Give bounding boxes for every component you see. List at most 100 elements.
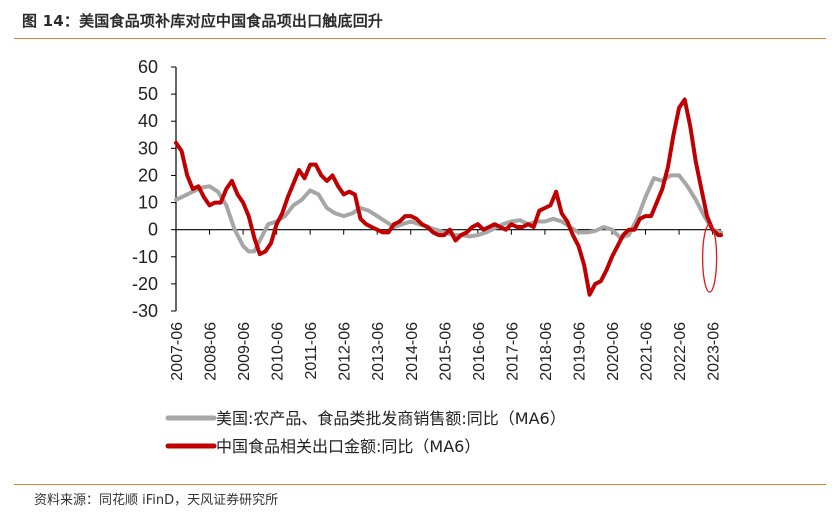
data-point-us [217, 190, 219, 193]
data-point-china [186, 174, 188, 177]
data-point-china [628, 228, 630, 231]
data-point-china [667, 166, 669, 169]
data-point-us [376, 215, 379, 217]
data-point-china [605, 269, 608, 272]
data-point-us [477, 234, 479, 236]
data-point-china [600, 280, 602, 283]
data-point-china [270, 242, 272, 244]
data-point-china [393, 223, 395, 225]
y-tick-label: 40 [138, 111, 158, 131]
data-point-us [368, 209, 370, 212]
data-point-us [326, 207, 328, 209]
data-point-us [653, 177, 655, 179]
data-point-china [342, 193, 345, 196]
data-point-us [401, 223, 404, 225]
data-point-china [208, 204, 211, 207]
data-point-us [334, 212, 337, 215]
data-point-china [426, 226, 429, 228]
data-point-china [460, 234, 462, 236]
data-point-us [292, 204, 295, 207]
data-point-china [287, 196, 289, 198]
data-point-china [298, 169, 300, 171]
data-point-us [183, 195, 186, 197]
data-point-china [348, 190, 351, 193]
data-point-us [301, 199, 303, 201]
data-point-china [370, 226, 373, 228]
data-point-china [259, 253, 261, 255]
title-divider [14, 38, 826, 39]
data-point-us [577, 231, 580, 234]
x-tick-label: 2022-06 [672, 322, 689, 381]
data-point-china [577, 245, 580, 247]
data-point-china [644, 215, 647, 217]
data-point-china [465, 231, 468, 234]
data-point-us [284, 215, 286, 217]
data-point-china [454, 239, 457, 242]
data-point-china [488, 226, 490, 228]
data-point-china [192, 188, 194, 190]
data-point-us [611, 228, 613, 231]
data-point-china [404, 215, 407, 217]
data-point-china [482, 228, 485, 231]
data-point-us [519, 219, 521, 221]
data-point-china [616, 245, 619, 247]
data-point-china [253, 237, 256, 239]
data-point-china [622, 234, 624, 236]
data-point-china [320, 174, 323, 177]
data-point-china [303, 177, 306, 179]
data-point-us [259, 239, 261, 242]
data-point-us [351, 212, 353, 215]
y-tick-label: 60 [138, 57, 158, 77]
legend-label-china: 中国食品相关出口金额:同比（MA6） [216, 437, 480, 456]
data-point-us [253, 250, 256, 253]
data-point-china [689, 125, 692, 128]
data-point-china [203, 196, 205, 198]
x-tick-label: 2018-06 [538, 322, 555, 381]
source-note: 资料来源：同花顺 iFinD，天风证券研究所 [34, 493, 279, 508]
data-point-us [384, 220, 387, 223]
x-tick-label: 2015-06 [437, 322, 454, 381]
x-tick-label: 2016-06 [471, 322, 488, 381]
data-point-us [192, 190, 194, 193]
data-point-us [552, 218, 555, 220]
data-point-china [314, 163, 317, 166]
source-divider [14, 484, 826, 485]
data-point-china [275, 223, 278, 225]
data-point-china [264, 250, 267, 253]
data-point-china [720, 234, 722, 236]
data-point-us [502, 223, 504, 225]
data-point-us [686, 185, 689, 188]
data-point-china [326, 180, 328, 182]
data-point-us [602, 226, 605, 228]
data-point-china [639, 218, 641, 220]
data-point-us [678, 174, 680, 177]
x-tick-label: 2014-06 [404, 322, 421, 381]
data-point-china [247, 215, 250, 217]
data-point-china [242, 201, 244, 204]
data-point-us [628, 234, 630, 236]
data-point-china [376, 228, 379, 231]
data-point-us [208, 185, 211, 188]
data-point-china [471, 226, 474, 228]
data-point-china [521, 226, 524, 228]
x-tick-label: 2009-06 [236, 322, 253, 381]
x-tick-label: 2008-06 [203, 322, 220, 381]
data-point-us [225, 204, 228, 207]
data-point-china [516, 226, 518, 228]
y-tick-label: 20 [138, 165, 158, 185]
data-point-us [247, 250, 250, 253]
x-tick-label: 2012-06 [337, 322, 354, 381]
y-tick-label: 0 [148, 220, 158, 240]
x-tick-label: 2021-06 [639, 322, 656, 381]
x-tick-label: 2013-06 [370, 322, 387, 381]
x-tick-label: 2019-06 [571, 322, 588, 381]
x-tick-label: 2023-06 [706, 322, 723, 381]
data-point-china [560, 212, 563, 215]
data-point-us [594, 230, 596, 232]
y-tick-label: 30 [138, 138, 158, 158]
data-point-china [706, 215, 708, 217]
data-point-china [219, 201, 222, 204]
data-point-china [700, 188, 703, 190]
data-point-us [233, 228, 236, 231]
